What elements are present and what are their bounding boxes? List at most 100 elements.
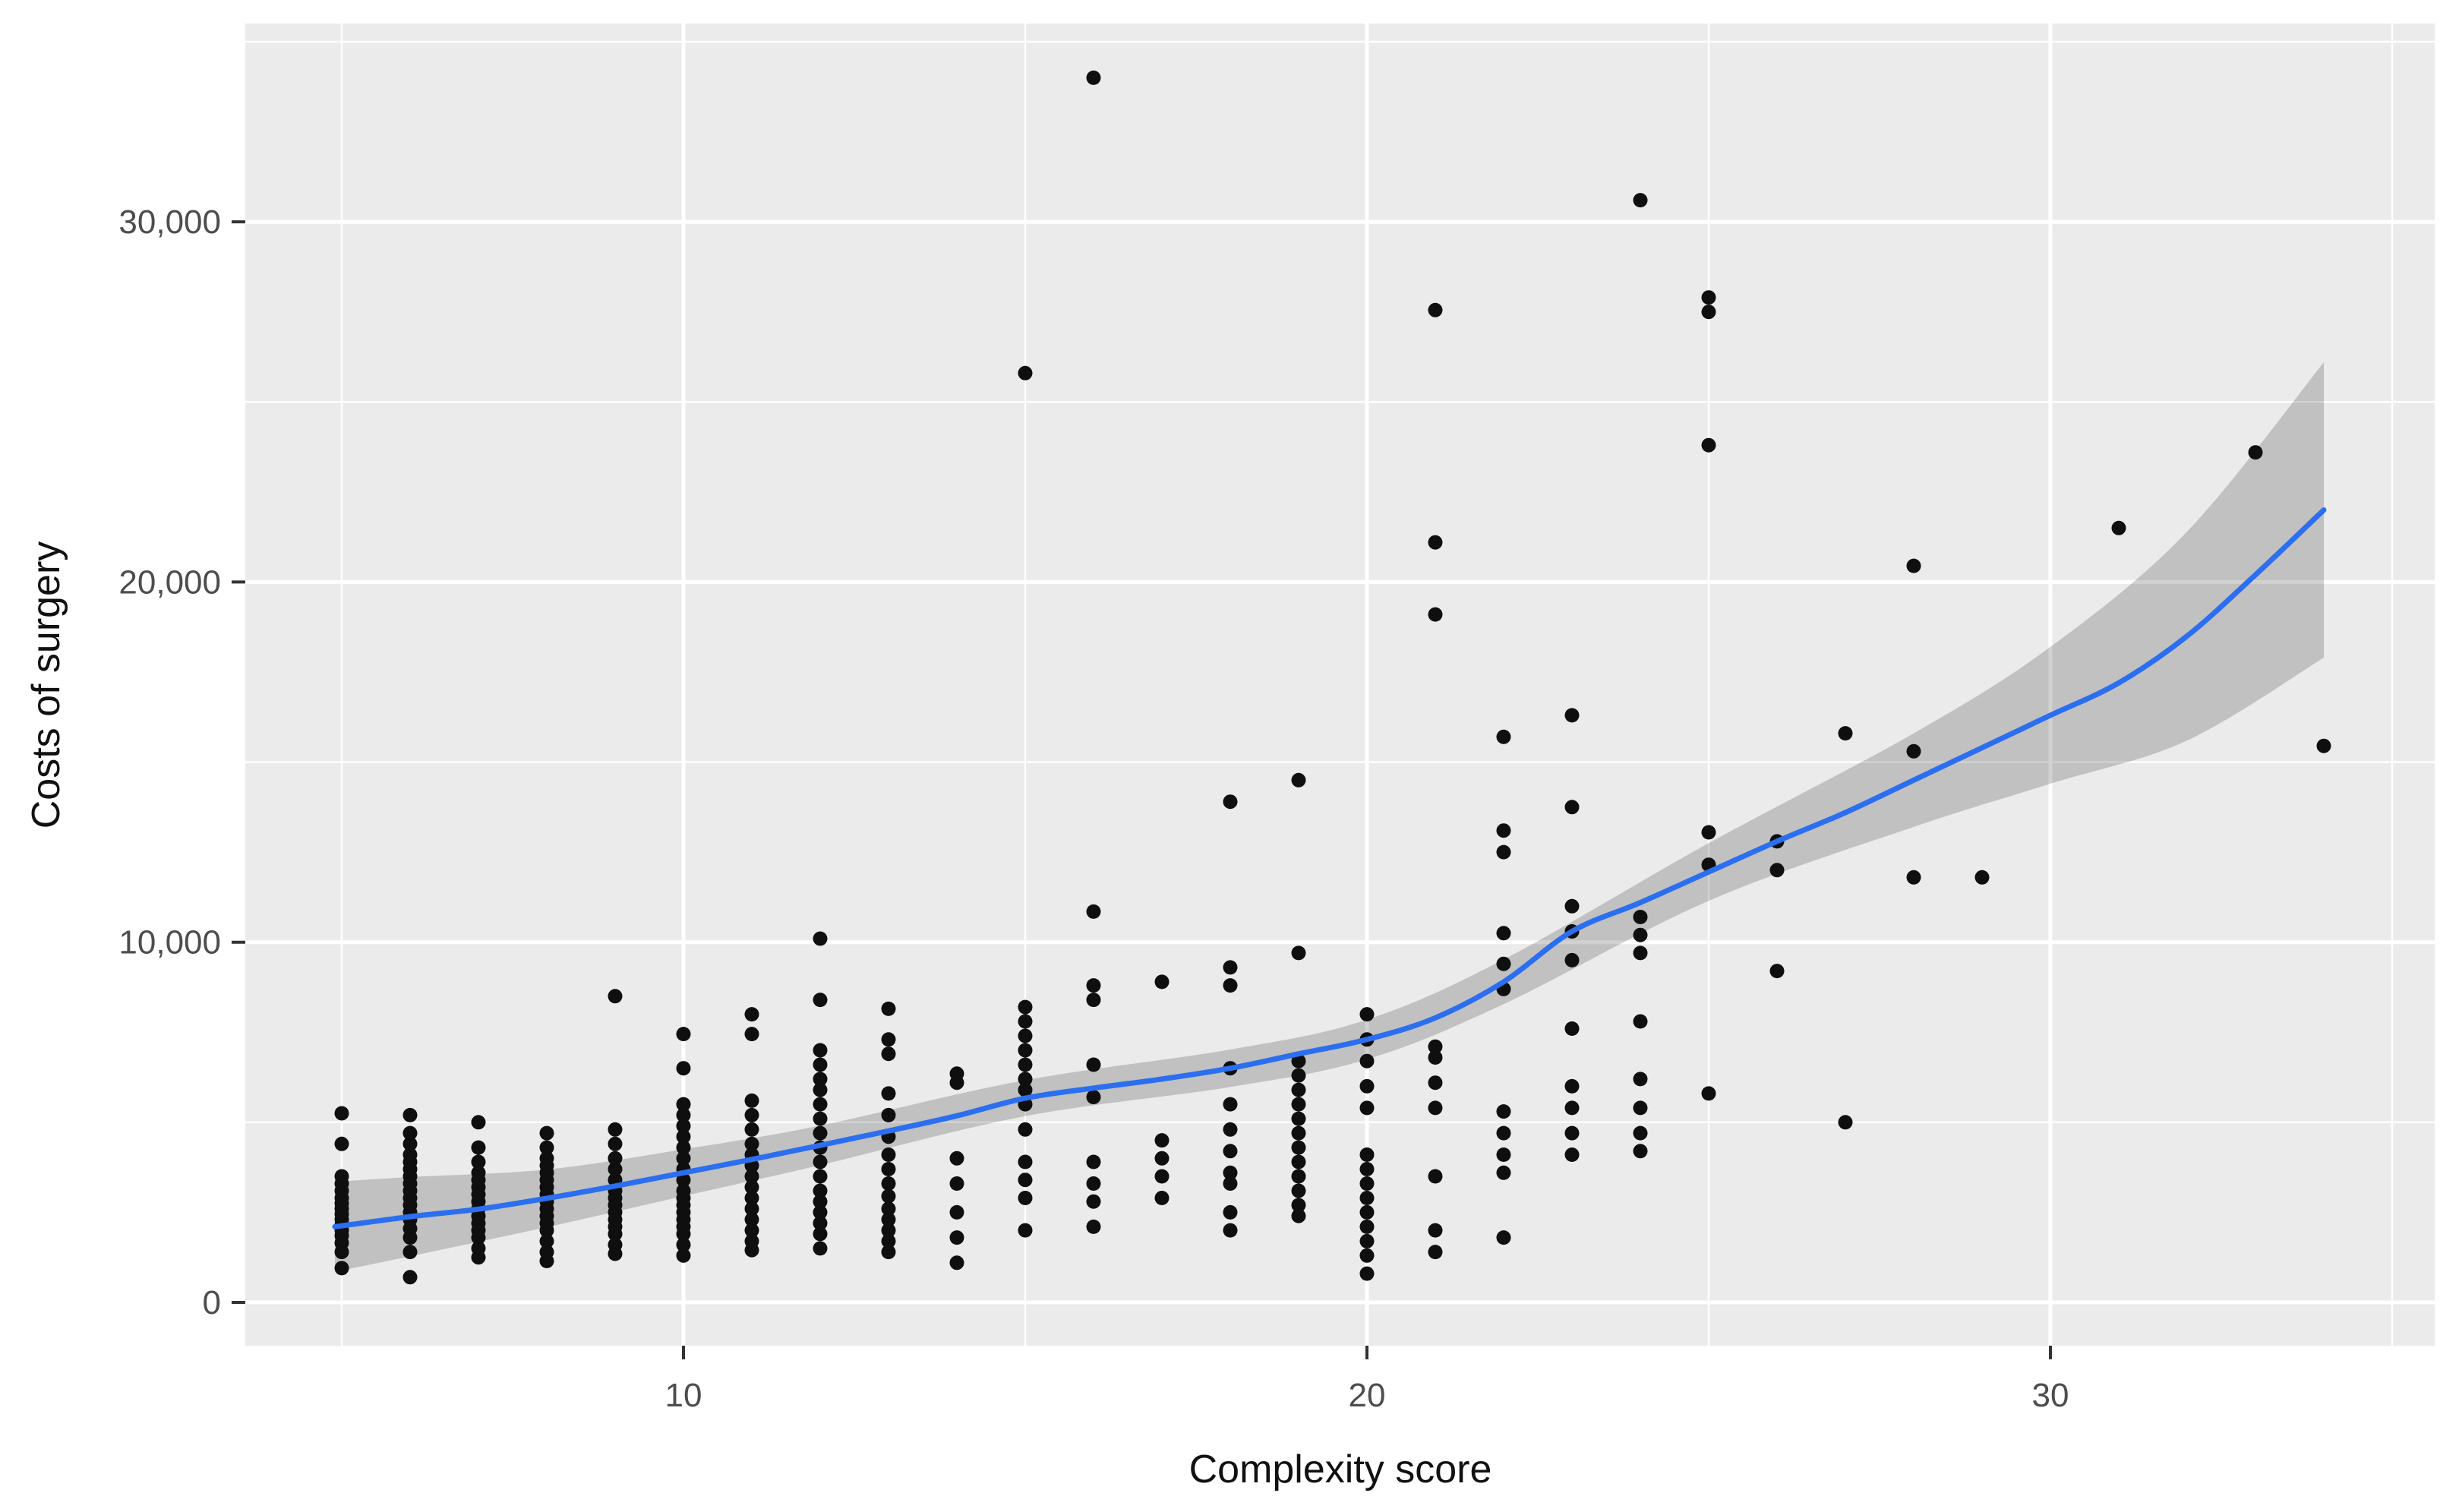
data-point xyxy=(1291,1053,1306,1069)
data-point xyxy=(676,1119,691,1134)
data-point xyxy=(1359,1191,1375,1205)
data-point xyxy=(1359,1233,1375,1248)
data-point xyxy=(1086,1194,1101,1209)
data-point xyxy=(1359,1219,1375,1234)
data-point xyxy=(1154,1169,1169,1184)
data-point xyxy=(1154,1133,1169,1148)
data-point xyxy=(676,1237,691,1252)
data-point xyxy=(1564,708,1580,723)
y-tick-label: 0 xyxy=(203,1284,221,1321)
data-point xyxy=(1633,1125,1648,1141)
data-point xyxy=(881,1245,896,1260)
data-point xyxy=(471,1230,486,1245)
data-point xyxy=(949,1075,964,1091)
data-point xyxy=(1564,800,1580,815)
data-point xyxy=(881,1188,896,1204)
data-point xyxy=(744,1007,759,1022)
data-point xyxy=(1086,1154,1101,1170)
data-point xyxy=(813,1043,828,1058)
data-point xyxy=(744,1212,759,1227)
data-point xyxy=(1564,1100,1580,1116)
data-point xyxy=(539,1254,554,1268)
data-point xyxy=(676,1027,691,1042)
data-point xyxy=(1154,1151,1169,1166)
data-point xyxy=(744,1179,759,1195)
data-point xyxy=(471,1140,486,1155)
data-point xyxy=(813,993,828,1008)
data-point xyxy=(949,1230,964,1245)
data-point xyxy=(1086,1219,1101,1234)
data-point xyxy=(1291,1068,1306,1083)
data-point xyxy=(1564,1078,1580,1094)
data-point xyxy=(1291,1125,1306,1141)
data-point xyxy=(813,1216,828,1231)
data-point xyxy=(1633,1144,1648,1159)
data-point xyxy=(1428,535,1443,550)
data-point xyxy=(1496,1125,1511,1141)
data-point xyxy=(1428,1223,1443,1238)
data-point xyxy=(1359,1078,1375,1094)
data-point xyxy=(881,1001,896,1016)
data-point xyxy=(949,1151,964,1166)
tick-marks xyxy=(232,220,2052,1359)
data-point xyxy=(1291,1082,1306,1097)
data-point xyxy=(1223,1122,1238,1137)
confidence-ribbon xyxy=(335,362,2324,1272)
y-tick-labels: 0 10,000 20,000 30,000 xyxy=(118,204,221,1321)
data-point xyxy=(744,1201,759,1217)
data-point xyxy=(744,1107,759,1122)
data-point xyxy=(1496,1104,1511,1119)
data-point xyxy=(744,1122,759,1137)
data-point xyxy=(1291,1140,1306,1155)
data-point xyxy=(608,1246,623,1261)
data-point xyxy=(1086,1057,1101,1072)
x-tick-label: 10 xyxy=(665,1377,702,1414)
data-point xyxy=(402,1125,418,1141)
data-point xyxy=(813,1125,828,1141)
x-tick-label: 20 xyxy=(1349,1377,1386,1414)
data-point xyxy=(1428,1245,1443,1260)
minor-gridlines xyxy=(245,24,2435,1346)
data-point xyxy=(813,1057,828,1072)
data-point xyxy=(402,1270,418,1285)
data-point xyxy=(813,931,828,946)
x-tick-label: 30 xyxy=(2032,1377,2069,1414)
data-point xyxy=(608,1151,623,1166)
data-point xyxy=(1769,863,1785,878)
data-point xyxy=(539,1223,554,1238)
data-point xyxy=(1633,927,1648,942)
data-point xyxy=(813,1097,828,1112)
data-point xyxy=(881,1176,896,1191)
data-point xyxy=(1633,910,1648,924)
data-point xyxy=(334,1136,349,1151)
y-tick-label: 30,000 xyxy=(118,204,221,241)
data-point xyxy=(676,1061,691,1076)
smooth-line xyxy=(332,507,2327,1229)
data-point xyxy=(744,1191,759,1205)
data-point xyxy=(1633,193,1648,208)
scatter-points xyxy=(334,70,2331,1285)
data-point xyxy=(1154,1191,1169,1205)
data-point xyxy=(1291,1111,1306,1126)
data-point xyxy=(813,1204,828,1220)
data-point xyxy=(949,1255,964,1271)
data-point xyxy=(1428,302,1443,317)
data-point xyxy=(1291,945,1306,961)
data-point xyxy=(1018,999,1033,1015)
data-point xyxy=(1564,1147,1580,1162)
data-point xyxy=(1223,978,1238,993)
data-point xyxy=(1359,1248,1375,1263)
data-point xyxy=(608,1136,623,1151)
y-axis-title: Costs of surgery xyxy=(24,541,68,829)
data-point xyxy=(1701,825,1716,840)
data-point xyxy=(539,1140,554,1155)
data-point xyxy=(1359,1176,1375,1191)
data-point xyxy=(402,1136,418,1151)
data-point xyxy=(1496,844,1511,860)
data-point xyxy=(1906,743,1921,759)
data-point xyxy=(1018,1014,1033,1029)
data-point xyxy=(608,1226,623,1242)
data-point xyxy=(1291,772,1306,788)
data-point xyxy=(744,1242,759,1258)
data-point xyxy=(1769,964,1785,979)
